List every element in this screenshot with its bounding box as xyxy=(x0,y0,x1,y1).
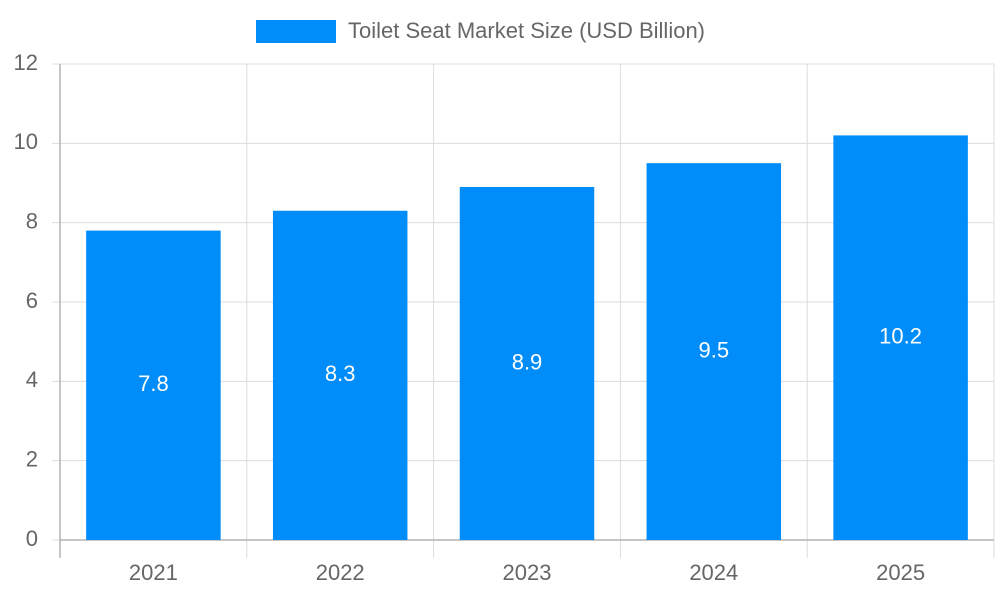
data-label: 8.3 xyxy=(325,361,356,386)
y-tick-label: 10 xyxy=(14,129,38,154)
y-tick-label: 12 xyxy=(14,50,38,75)
legend-swatch xyxy=(256,20,336,43)
y-tick-label: 4 xyxy=(26,367,38,392)
x-tick-label: 2025 xyxy=(876,560,925,585)
bar xyxy=(459,186,595,540)
x-tick-label: 2024 xyxy=(689,560,738,585)
bar xyxy=(86,230,221,540)
y-tick-label: 6 xyxy=(26,288,38,313)
bar xyxy=(646,163,782,540)
y-tick-label: 2 xyxy=(26,446,38,471)
x-tick-label: 2023 xyxy=(503,560,552,585)
data-label: 7.8 xyxy=(138,371,169,396)
x-tick-label: 2022 xyxy=(316,560,365,585)
x-tick-label: 2021 xyxy=(129,560,178,585)
y-tick-label: 0 xyxy=(26,526,38,551)
data-label: 10.2 xyxy=(879,324,922,349)
legend-label: Toilet Seat Market Size (USD Billion) xyxy=(348,18,705,43)
bar xyxy=(272,210,408,540)
y-tick-label: 8 xyxy=(26,208,38,233)
bar xyxy=(833,135,968,540)
data-label: 9.5 xyxy=(699,337,730,362)
data-label: 8.9 xyxy=(512,349,543,374)
